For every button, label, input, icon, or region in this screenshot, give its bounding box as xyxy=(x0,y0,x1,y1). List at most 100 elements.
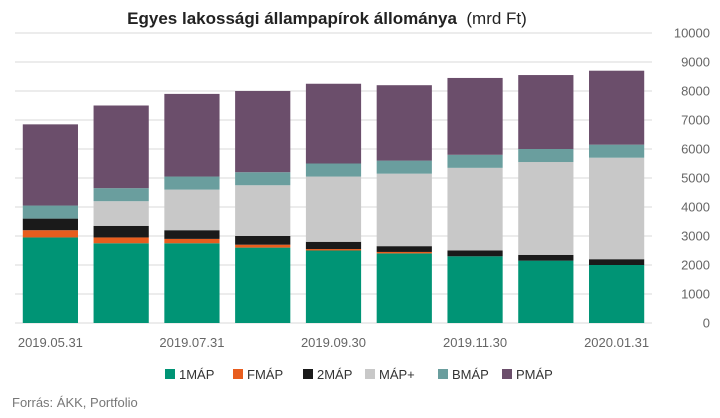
chart-title-unit: (mrd Ft) xyxy=(466,9,526,28)
bar-stack xyxy=(589,70,645,323)
bar-segment xyxy=(164,243,220,323)
legend-item: PMÁP xyxy=(502,367,553,382)
y-tick-label: 7000 xyxy=(681,113,710,128)
bar-segment xyxy=(518,254,574,261)
bar-segment xyxy=(447,167,503,251)
bar-stack xyxy=(93,105,149,323)
bar-segment xyxy=(305,241,362,250)
bar-segment xyxy=(305,163,362,177)
y-tick-label: 9000 xyxy=(681,55,710,70)
legend-label: 1MÁP xyxy=(179,367,214,382)
bar-segment xyxy=(164,189,220,231)
bar-segment xyxy=(305,250,362,323)
legend-item: FMÁP xyxy=(233,367,283,382)
bar-segment xyxy=(93,105,149,189)
x-tick-label: 2019.09.30 xyxy=(301,335,366,350)
legend-label: BMÁP xyxy=(452,367,489,382)
bar-stack xyxy=(305,83,362,323)
x-tick-label: 2020.01.31 xyxy=(584,335,649,350)
y-axis: 0 1000 2000 3000 4000 5000 6000 7000 8000 9000 100… xyxy=(674,26,710,331)
bar-segment xyxy=(164,93,220,177)
legend: 1MÁP FMÁP 2MÁP MÁP+ BMÁP PMÁP xyxy=(165,367,553,382)
bar-stack xyxy=(376,85,432,323)
bar-segment xyxy=(589,259,645,265)
legend-item: 2MÁP xyxy=(303,367,352,382)
bar-segment xyxy=(518,75,574,149)
bar-segment xyxy=(305,83,362,164)
bar-segment xyxy=(589,70,645,145)
legend-label: PMÁP xyxy=(516,367,553,382)
legend-item: 1MÁP xyxy=(165,367,214,382)
bar-segment xyxy=(22,230,78,238)
bar-segment xyxy=(22,124,78,206)
x-axis: 2019.05.31 2019.07.31 2019.09.30 2019.11.30… xyxy=(18,335,649,350)
bar-stack xyxy=(447,77,503,323)
bar-segment xyxy=(589,144,645,158)
legend-swatch xyxy=(438,369,448,379)
bar-segment xyxy=(235,236,291,245)
bar-segment xyxy=(93,201,149,226)
bar-stack xyxy=(22,124,78,323)
bar-segment xyxy=(164,238,220,244)
y-tick-label: 6000 xyxy=(681,142,710,157)
bar-segment xyxy=(518,162,574,255)
bar-segment xyxy=(235,247,291,323)
chart-title: Egyes lakossági állampapírok állománya (… xyxy=(127,9,527,28)
bar-segment xyxy=(447,77,503,155)
bar-segment xyxy=(93,225,149,238)
bar-stack xyxy=(235,91,291,323)
bar-segment xyxy=(376,160,432,174)
bar-stack xyxy=(518,75,574,323)
source-note: Forrás: ÁKK, Portfolio xyxy=(12,395,138,410)
chart-title-main: Egyes lakossági állampapírok állománya xyxy=(127,9,457,28)
bar-segment xyxy=(376,253,432,323)
legend-swatch xyxy=(165,369,175,379)
legend-item: MÁP+ xyxy=(365,367,415,382)
bar-segment xyxy=(518,149,574,163)
bars xyxy=(22,70,645,323)
bar-segment xyxy=(22,218,78,231)
bar-segment xyxy=(589,157,645,260)
y-tick-label: 3000 xyxy=(681,229,710,244)
bar-segment xyxy=(93,188,149,202)
legend-item: BMÁP xyxy=(438,367,489,382)
y-tick-label: 1000 xyxy=(681,287,710,302)
bar-segment xyxy=(164,230,220,239)
y-tick-label: 4000 xyxy=(681,200,710,215)
y-tick-label: 0 xyxy=(703,316,710,331)
x-tick-label: 2019.05.31 xyxy=(18,335,83,350)
bar-segment xyxy=(235,185,291,236)
legend-label: FMÁP xyxy=(247,367,283,382)
y-tick-label: 10000 xyxy=(674,26,710,41)
bar-segment xyxy=(235,172,291,186)
bar-segment xyxy=(22,237,78,323)
bar-segment xyxy=(589,265,645,323)
x-tick-label: 2019.07.31 xyxy=(159,335,224,350)
bar-segment xyxy=(376,173,432,247)
bar-segment xyxy=(447,154,503,168)
legend-swatch xyxy=(365,369,375,379)
legend-swatch xyxy=(303,369,313,379)
bar-segment xyxy=(447,256,503,323)
bar-segment xyxy=(376,246,432,252)
bar-stack xyxy=(164,93,220,323)
bar-segment xyxy=(447,250,503,257)
bar-segment xyxy=(235,91,291,173)
bar-segment xyxy=(376,85,432,161)
legend-swatch xyxy=(502,369,512,379)
bar-segment xyxy=(93,243,149,323)
y-tick-label: 8000 xyxy=(681,84,710,99)
legend-label: MÁP+ xyxy=(379,367,415,382)
bar-segment xyxy=(235,244,291,248)
bar-segment xyxy=(22,205,78,219)
x-tick-label: 2019.11.30 xyxy=(443,335,507,350)
y-tick-label: 2000 xyxy=(681,258,710,273)
legend-label: 2MÁP xyxy=(317,367,352,382)
legend-swatch xyxy=(233,369,243,379)
bar-segment xyxy=(518,260,574,323)
bar-segment xyxy=(376,251,432,254)
bar-segment xyxy=(93,237,149,244)
bar-segment xyxy=(305,249,362,251)
y-tick-label: 5000 xyxy=(681,171,710,186)
